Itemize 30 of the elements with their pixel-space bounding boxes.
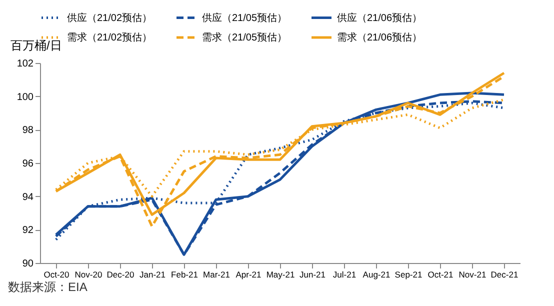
y-tick-label: 98 [22, 125, 34, 136]
x-tick-label: Dec-21 [490, 270, 518, 280]
x-tick-label: Aug-21 [362, 270, 390, 280]
x-tick-label: May-21 [266, 270, 295, 280]
x-tick-label: Oct-20 [44, 270, 70, 280]
y-tick-label: 96 [22, 158, 34, 170]
legend-label: 需求（21/06预估） [337, 32, 422, 44]
y-tick-label: 102 [16, 58, 34, 70]
x-tick-label: Jul-21 [332, 270, 356, 280]
x-tick-label: Mar-21 [203, 270, 230, 280]
source-note: 数据来源：EIA [7, 279, 88, 296]
x-tick-label: Sep-21 [394, 270, 422, 280]
legend-label: 供应（21/06预估） [337, 12, 422, 24]
legend-label: 需求（21/05预估） [202, 32, 288, 44]
y-tick-label: 100 [16, 92, 34, 103]
x-tick-label: Jan-21 [140, 270, 166, 280]
y-tick-label: 90 [22, 258, 34, 270]
legend-label: 供应（21/05预估） [202, 12, 288, 24]
y-axis-title: 百万桶/日 [10, 38, 62, 52]
y-tick-label: 92 [22, 225, 34, 236]
x-tick-label: Nov-21 [458, 270, 486, 280]
x-tick-label: Dec-20 [106, 270, 134, 280]
x-tick-label: Feb-21 [171, 270, 198, 280]
x-tick-label: Apr-21 [236, 270, 262, 280]
x-tick-label: Oct-21 [428, 270, 454, 280]
x-tick-label: Jun-21 [300, 270, 326, 280]
x-tick-label: Nov-20 [74, 270, 102, 280]
legend-label: 需求（21/02预估） [67, 32, 152, 44]
legend-label: 供应（21/02预估） [67, 12, 152, 24]
y-tick-label: 94 [22, 192, 34, 203]
